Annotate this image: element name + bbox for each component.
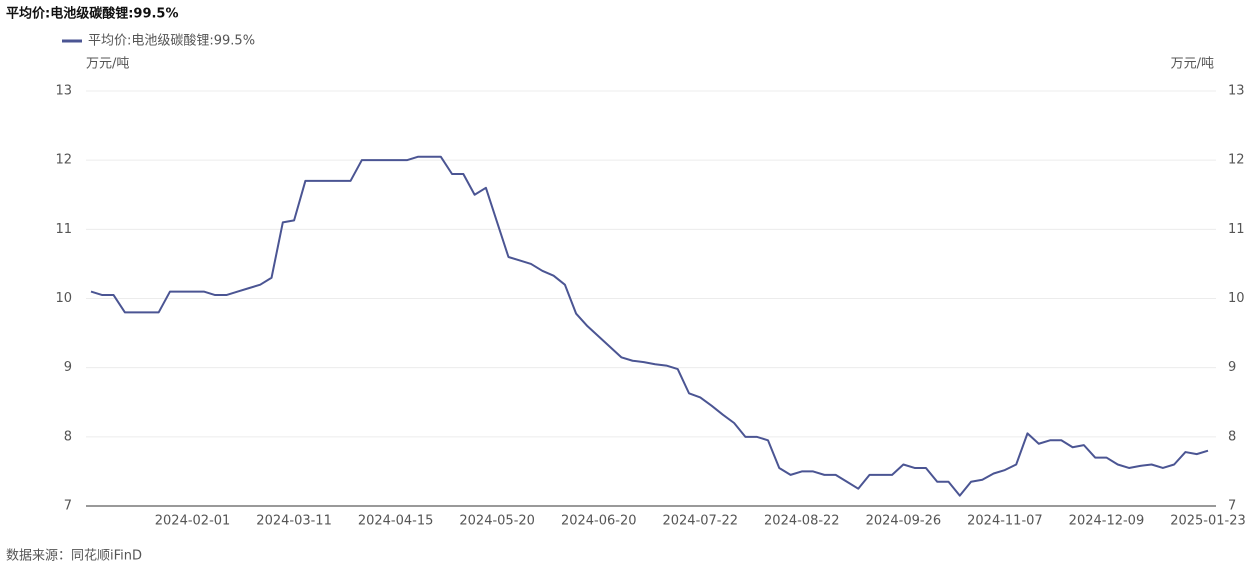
source-note: 数据来源：同花顺iFinD (6, 548, 142, 564)
y2-tick-label: 13 (1228, 84, 1245, 99)
y2-tick-label: 7 (1228, 499, 1236, 514)
y2-tick-label: 8 (1228, 429, 1236, 444)
x-tick-label: 2024-02-01 (155, 514, 231, 529)
x-tick-label: 2025-01-23 (1170, 514, 1246, 529)
data-line (90, 155, 1209, 497)
x-tick-label: 2024-09-26 (866, 514, 942, 529)
x-tick-label: 2024-12-09 (1069, 514, 1145, 529)
y2-axis-unit: 万元/吨 (1171, 57, 1214, 72)
x-tick-label: 2024-11-07 (967, 514, 1043, 529)
x-tick-label: 2024-08-22 (764, 514, 840, 529)
y-tick-label: 7 (64, 499, 72, 514)
legend-label: 平均价:电池级碳酸锂:99.5% (88, 34, 255, 49)
y2-tick-label: 12 (1228, 153, 1245, 168)
x-tick-label: 2024-06-20 (561, 514, 637, 529)
y-tick-label: 13 (55, 84, 72, 99)
x-tick-label: 2024-04-15 (358, 514, 434, 529)
y-tick-label: 9 (64, 360, 72, 375)
x-tick-label: 2024-03-11 (256, 514, 332, 529)
y-axis-unit: 万元/吨 (86, 57, 129, 72)
y-tick-label: 12 (55, 153, 72, 168)
y-tick-label: 11 (55, 222, 72, 237)
x-tick-label: 2024-05-20 (459, 514, 535, 529)
y-tick-label: 8 (64, 429, 72, 444)
x-tick-label: 2024-07-22 (662, 514, 738, 529)
y2-tick-label: 11 (1228, 222, 1245, 237)
y2-tick-label: 10 (1228, 291, 1245, 306)
chart-title: 平均价:电池级碳酸锂:99.5% (6, 6, 179, 22)
y2-tick-label: 9 (1228, 360, 1236, 375)
y-tick-label: 10 (55, 291, 72, 306)
